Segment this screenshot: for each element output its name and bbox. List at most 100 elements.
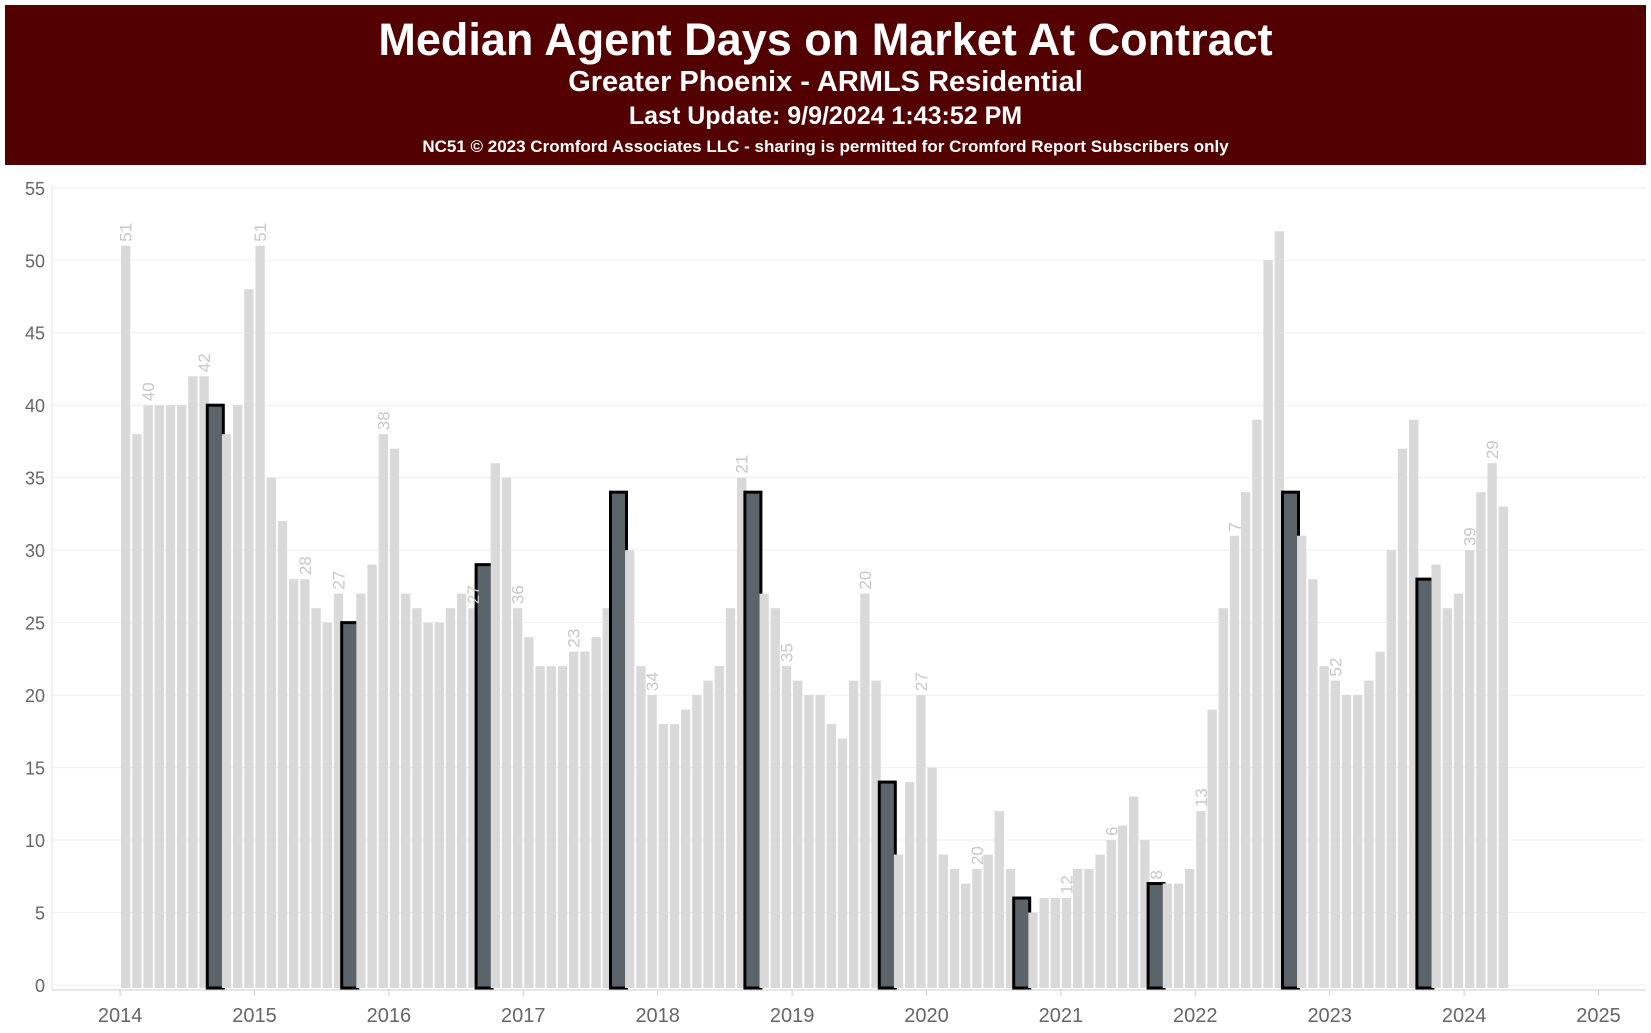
bar bbox=[927, 767, 937, 988]
bar bbox=[569, 651, 579, 988]
bar bbox=[1095, 854, 1105, 988]
bar bbox=[468, 608, 478, 988]
bar-highlighted bbox=[1415, 577, 1435, 990]
bar bbox=[647, 695, 657, 988]
bar bbox=[837, 738, 848, 988]
bar bbox=[457, 593, 467, 988]
bars bbox=[121, 231, 1508, 990]
bar bbox=[1375, 651, 1385, 988]
bar bbox=[1028, 912, 1038, 988]
bar bbox=[1117, 825, 1128, 988]
data-label: 13 bbox=[1192, 788, 1211, 807]
data-label: 27 bbox=[330, 571, 349, 590]
y-tick-label: 5 bbox=[35, 904, 45, 924]
bar bbox=[277, 521, 288, 988]
bar bbox=[513, 608, 523, 988]
data-label: 51 bbox=[117, 223, 136, 242]
data-label: 35 bbox=[778, 643, 797, 662]
bar bbox=[681, 709, 691, 988]
bar bbox=[389, 448, 400, 988]
bar bbox=[770, 608, 780, 988]
bar bbox=[434, 622, 444, 988]
bar bbox=[1039, 898, 1049, 988]
bar bbox=[1207, 709, 1217, 988]
bar bbox=[1397, 448, 1408, 988]
bar bbox=[1106, 840, 1116, 988]
bar bbox=[1487, 463, 1497, 988]
bar bbox=[311, 608, 321, 988]
bar bbox=[1465, 550, 1475, 988]
bar bbox=[916, 695, 926, 988]
bar bbox=[949, 869, 960, 988]
bar bbox=[1241, 492, 1251, 988]
bar bbox=[602, 608, 612, 988]
bar bbox=[804, 695, 814, 988]
bar bbox=[524, 637, 534, 988]
bar bbox=[490, 463, 500, 988]
bar bbox=[1341, 695, 1352, 988]
bar bbox=[165, 405, 176, 988]
chart-title: Median Agent Days on Market At Contract bbox=[378, 14, 1273, 65]
x-tick-label: 2023 bbox=[1307, 1005, 1352, 1027]
bar bbox=[1252, 419, 1262, 988]
bar-highlighted bbox=[205, 403, 225, 990]
bar bbox=[1162, 883, 1172, 988]
data-label: 36 bbox=[509, 585, 528, 604]
bar bbox=[1386, 550, 1396, 988]
data-label: 27 bbox=[464, 585, 483, 604]
bar bbox=[1453, 593, 1464, 988]
bar bbox=[154, 405, 164, 988]
bar bbox=[849, 680, 859, 988]
bar bbox=[367, 564, 377, 988]
data-label: 6 bbox=[1102, 827, 1121, 836]
bar bbox=[703, 680, 713, 988]
bar bbox=[143, 405, 153, 988]
bar bbox=[994, 811, 1004, 988]
bar bbox=[557, 666, 568, 988]
y-tick-label: 55 bbox=[25, 179, 45, 199]
bar bbox=[1073, 869, 1083, 988]
bar bbox=[658, 724, 668, 988]
x-axis: 2014 2015 2016 2017 2018 2019 2020 2021 2022 2023… bbox=[52, 989, 1646, 1027]
bar bbox=[714, 666, 724, 988]
bar bbox=[1308, 579, 1318, 988]
bar-highlighted bbox=[1281, 490, 1300, 990]
bar bbox=[401, 593, 411, 988]
bar bbox=[300, 579, 310, 988]
bar bbox=[972, 869, 982, 988]
bar bbox=[445, 608, 456, 988]
bar bbox=[793, 680, 803, 988]
data-label: 20 bbox=[856, 571, 875, 590]
bar bbox=[1263, 260, 1273, 988]
bar bbox=[1218, 608, 1228, 988]
data-label: 40 bbox=[139, 382, 158, 401]
chart-header: Median Agent Days on Market At Contract … bbox=[5, 5, 1646, 165]
bar bbox=[546, 666, 556, 988]
data-label: 21 bbox=[733, 455, 752, 474]
bar bbox=[423, 622, 433, 988]
bar bbox=[938, 854, 948, 988]
bar bbox=[535, 666, 545, 988]
bar-highlighted bbox=[877, 780, 897, 990]
bar bbox=[1364, 680, 1374, 988]
bar bbox=[826, 724, 836, 988]
y-tick-label: 25 bbox=[25, 614, 45, 634]
bar bbox=[781, 666, 792, 988]
bar bbox=[725, 608, 736, 988]
bar bbox=[580, 651, 590, 988]
bar bbox=[121, 245, 131, 988]
bar bbox=[199, 376, 209, 989]
y-tick-label: 15 bbox=[25, 759, 45, 779]
y-tick-label: 35 bbox=[25, 469, 45, 489]
bar bbox=[412, 608, 422, 988]
bar bbox=[871, 680, 881, 988]
bar bbox=[289, 579, 299, 988]
chart-subtitle: Greater Phoenix - ARMLS Residential bbox=[568, 66, 1083, 98]
bar bbox=[188, 376, 198, 989]
y-tick-label: 10 bbox=[25, 831, 45, 851]
x-tick-label: 2014 bbox=[98, 1005, 143, 1027]
data-label: 34 bbox=[643, 672, 662, 691]
bar bbox=[1409, 419, 1419, 988]
data-label: 51 bbox=[251, 223, 270, 242]
x-tick-label: 2016 bbox=[367, 1005, 412, 1027]
